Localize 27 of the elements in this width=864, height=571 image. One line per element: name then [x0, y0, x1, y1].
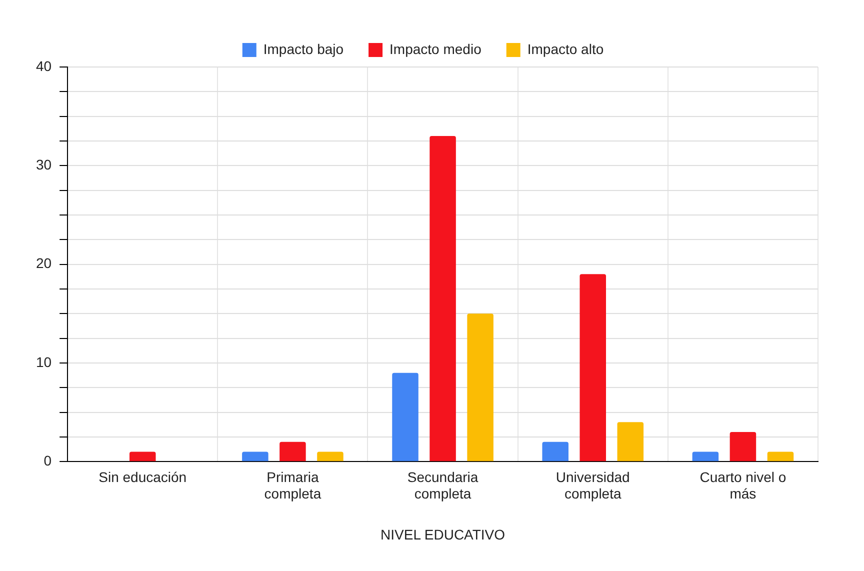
legend-label: Impacto alto: [527, 40, 604, 57]
bar: [317, 452, 344, 462]
bar: [542, 442, 568, 462]
x-tick-label: Primaria completa: [264, 468, 322, 502]
y-tick-label: 30: [36, 156, 52, 173]
x-axis-title: NIVEL EDUCATIVO: [380, 526, 506, 542]
y-tick-label: 40: [36, 58, 52, 74]
bar: [617, 422, 644, 462]
x-tick-label: Secundaria completa: [407, 468, 478, 502]
x-tick-label: Sin educación: [98, 468, 187, 485]
x-tick-label: Universidad completa: [556, 468, 630, 502]
bar: [280, 442, 306, 462]
bar: [467, 314, 494, 462]
bar: [767, 452, 794, 462]
bar: [430, 136, 456, 462]
y-tick-label: 0: [44, 452, 52, 468]
bar: [129, 452, 156, 462]
bar: [242, 452, 268, 462]
legend-label: Impacto bajo: [263, 40, 344, 57]
bar: [692, 452, 719, 462]
legend-label: Impacto medio: [390, 40, 482, 57]
bar: [392, 372, 418, 462]
bar: [730, 432, 756, 462]
x-tick-label: Cuarto nivel o más: [700, 468, 786, 502]
y-tick-label: 10: [36, 354, 52, 370]
bar: [580, 274, 606, 462]
y-tick-label: 20: [36, 255, 52, 272]
